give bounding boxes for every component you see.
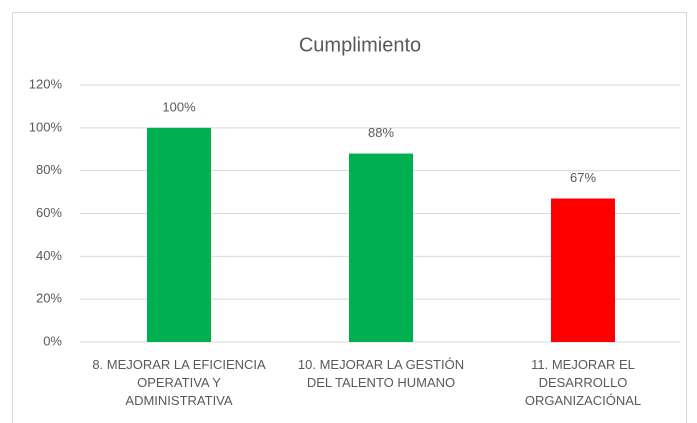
data-label: 67% xyxy=(570,170,596,185)
y-tick-label: 120% xyxy=(29,76,63,91)
data-label: 100% xyxy=(162,99,196,114)
data-label: 88% xyxy=(368,125,394,140)
x-tick-label: 10. MEJORAR LA GESTIÓN DEL TALENTO HUMANO xyxy=(298,357,464,390)
y-tick-label: 20% xyxy=(36,291,62,306)
bar xyxy=(551,198,615,342)
bar xyxy=(349,153,413,342)
y-tick-label: 0% xyxy=(43,333,62,348)
y-tick-label: 40% xyxy=(36,248,62,263)
x-tick-label: 11. MEJORAR EL DESARROLLO ORGANIZACIÓNAL xyxy=(525,357,641,408)
chart-title: Cumplimiento xyxy=(299,34,421,56)
x-tick-label: 8. MEJORAR LA EFICIENCIA OPERATIVA Y ADMIN… xyxy=(92,357,266,408)
y-tick-label: 80% xyxy=(36,162,62,177)
bar xyxy=(147,127,211,342)
y-tick-label: 100% xyxy=(29,119,63,134)
y-tick-label: 60% xyxy=(36,205,62,220)
